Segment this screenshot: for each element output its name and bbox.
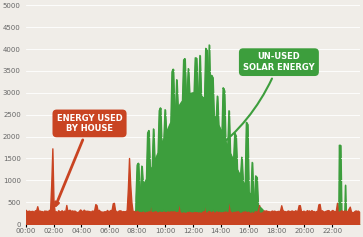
Text: ENERGY USED
BY HOUSE: ENERGY USED BY HOUSE <box>56 114 122 205</box>
Text: UN-USED
SOLAR ENERGY: UN-USED SOLAR ENERGY <box>213 52 315 151</box>
